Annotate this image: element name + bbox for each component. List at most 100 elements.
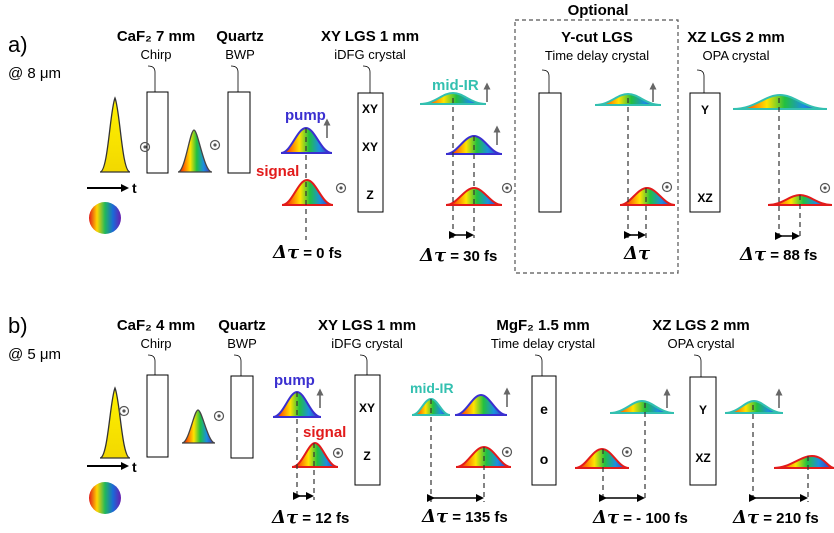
polarization-dot-icon bbox=[118, 405, 130, 417]
signal-pulse bbox=[619, 186, 676, 206]
signal-pulse bbox=[291, 441, 339, 468]
delay-readout: Δτ bbox=[624, 243, 651, 264]
delay-leader bbox=[534, 354, 543, 376]
polarization-dot-icon bbox=[661, 181, 673, 193]
chirped-pulse bbox=[177, 129, 213, 173]
opa-title: XZ LGS 2 mm bbox=[652, 317, 750, 334]
polarization-dot-icon bbox=[139, 141, 151, 153]
panel-b-graphics bbox=[87, 354, 834, 514]
polarization-dot-icon bbox=[335, 182, 347, 194]
polarization-dot-icon bbox=[621, 446, 633, 458]
opa-axis-label: XZ bbox=[695, 451, 711, 465]
opa-subtitle: OPA crystal bbox=[702, 48, 770, 63]
caf2-title: CaF₂ 4 mm bbox=[116, 317, 196, 334]
opa-axis-label: Y bbox=[700, 103, 710, 117]
delay-readout: Δτ = 0 fs bbox=[273, 242, 343, 263]
mid-ir-pulse bbox=[724, 399, 784, 414]
idfg-leader bbox=[359, 354, 368, 375]
caf2-subtitle: Chirp bbox=[140, 47, 172, 62]
opa-subtitle: OPA crystal bbox=[667, 336, 735, 351]
caf2-plate bbox=[146, 374, 169, 458]
seed-pulse bbox=[99, 386, 131, 459]
panel-b-letter: b) bbox=[8, 313, 28, 338]
opa-crystal bbox=[689, 376, 717, 486]
idfg-subtitle: iDFG crystal bbox=[334, 47, 406, 62]
delay-readout: Δτ = 12 fs bbox=[272, 507, 350, 528]
polarization-dot-icon bbox=[332, 447, 344, 459]
signal-pulse bbox=[574, 447, 630, 469]
polarization-dot-icon bbox=[501, 182, 513, 194]
idfg-axis-label: Z bbox=[363, 449, 371, 463]
idfg-crystal bbox=[357, 92, 384, 213]
signal-label: signal bbox=[303, 424, 347, 441]
quartz-subtitle: BWP bbox=[227, 336, 257, 351]
idfg-leader bbox=[362, 65, 371, 93]
quartz-plate bbox=[227, 91, 251, 174]
mid-ir-label: mid-IR bbox=[432, 77, 479, 94]
opa-axis-label: XZ bbox=[697, 191, 713, 205]
delay-subtitle: Time delay crystal bbox=[490, 336, 596, 351]
quartz-leader bbox=[230, 65, 239, 92]
pump-label: pump bbox=[285, 107, 326, 124]
delay-readout: Δτ = 135 fs bbox=[422, 506, 508, 527]
idfg-title: XY LGS 1 mm bbox=[320, 28, 420, 45]
quartz-subtitle: BWP bbox=[225, 47, 255, 62]
opa-leader bbox=[696, 69, 705, 93]
delay-leader bbox=[541, 69, 550, 93]
panel-a-wavelength: @ 8 μm bbox=[8, 65, 62, 82]
spectrum-disc bbox=[89, 482, 121, 514]
spectrum-disc bbox=[89, 202, 121, 234]
idfg-subtitle: iDFG crystal bbox=[331, 336, 403, 351]
mid-ir-pulse bbox=[732, 93, 828, 110]
idfg-crystal bbox=[354, 374, 381, 486]
caf2-subtitle: Chirp bbox=[140, 336, 172, 351]
time-axis-label: t bbox=[132, 180, 137, 196]
time-axis-label: t bbox=[132, 459, 137, 475]
mid-ir-label: mid-IR bbox=[410, 380, 454, 396]
signal-pulse bbox=[445, 186, 503, 206]
delay-readout: Δτ = 210 fs bbox=[733, 507, 819, 528]
caf2-leader bbox=[147, 354, 156, 375]
optional-label: Optional bbox=[567, 2, 629, 19]
idfg-axis-label: Z bbox=[366, 188, 374, 202]
delay-title: Y-cut LGS bbox=[561, 29, 633, 46]
opa-title: XZ LGS 2 mm bbox=[687, 29, 785, 46]
delay-subtitle: Time delay crystal bbox=[544, 48, 650, 63]
idfg-axis-label: XY bbox=[361, 102, 379, 116]
delay-readout: Δτ = 88 fs bbox=[740, 244, 818, 265]
caf2-leader bbox=[147, 65, 156, 92]
delay-readout: Δτ = - 100 fs bbox=[593, 507, 688, 528]
opa-leader bbox=[693, 354, 702, 377]
panel-a-letter: a) bbox=[8, 32, 28, 57]
quartz-plate bbox=[230, 375, 254, 459]
quartz-title: Quartz bbox=[216, 28, 264, 45]
panel-b-wavelength: @ 5 μm bbox=[8, 346, 62, 363]
signal-pulse bbox=[281, 178, 334, 206]
chirped-pulse bbox=[181, 409, 216, 444]
pump-pulse bbox=[454, 393, 508, 416]
delay-readout: Δτ = 30 fs bbox=[420, 245, 498, 266]
pump-label: pump bbox=[274, 372, 315, 389]
opa-crystal bbox=[689, 92, 721, 213]
idfg-axis-label: XY bbox=[361, 140, 379, 154]
optional-dashed-box bbox=[514, 19, 679, 274]
polarization-dot-icon bbox=[213, 410, 225, 422]
opa-axis-label: Y bbox=[698, 403, 708, 417]
delay-axis-label: e bbox=[540, 401, 548, 417]
delay-crystal bbox=[538, 92, 562, 213]
idfg-title: XY LGS 1 mm bbox=[317, 317, 417, 334]
idfg-axis-label: XY bbox=[358, 401, 376, 415]
polarization-dot-icon bbox=[819, 182, 831, 194]
panel-a-graphics bbox=[87, 19, 833, 274]
delay-axis-label: o bbox=[539, 451, 549, 467]
signal-pulse bbox=[773, 454, 834, 469]
signal-label: signal bbox=[256, 163, 300, 180]
mid-ir-pulse bbox=[609, 399, 675, 414]
delay-crystal bbox=[531, 375, 557, 486]
caf2-title: CaF₂ 7 mm bbox=[116, 28, 196, 45]
quartz-leader bbox=[233, 354, 242, 376]
caf2-plate bbox=[146, 91, 169, 174]
seed-pulse bbox=[99, 96, 131, 173]
delay-title: MgF₂ 1.5 mm bbox=[496, 317, 590, 334]
